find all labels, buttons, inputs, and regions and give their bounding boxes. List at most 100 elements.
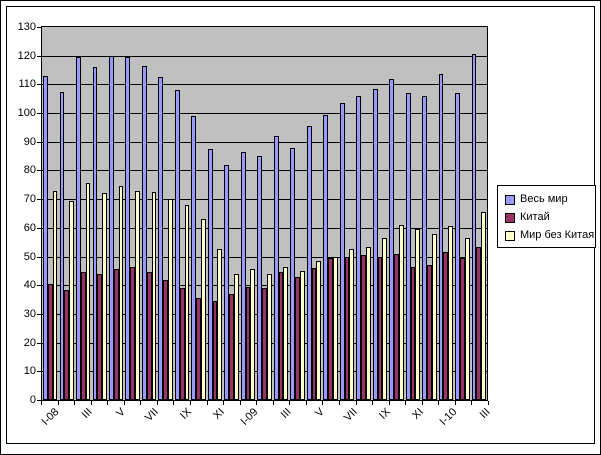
bar-Мир без Китая (184, 204, 190, 400)
y-axis-label: 60 (23, 221, 36, 234)
bar-Весь мир (108, 55, 114, 400)
bar-Китай (344, 256, 350, 400)
bar-group (190, 27, 206, 400)
bar-group (42, 27, 58, 400)
legend-swatch-icon (505, 212, 515, 223)
bar-Весь мир (174, 90, 180, 400)
bar-Мир без Китая (266, 273, 272, 400)
y-axis-tick (37, 227, 41, 229)
x-axis-tick (454, 401, 456, 405)
legend-item: Весь мир (505, 193, 591, 206)
bar-Китай (47, 283, 53, 400)
bar-Весь мир (59, 91, 65, 400)
bar-Китай (410, 266, 416, 400)
bar-Мир без Китая (233, 273, 239, 400)
x-axis-tick (90, 401, 92, 405)
bar-Китай (476, 246, 482, 400)
x-axis-tick (57, 401, 59, 405)
x-axis-tick (140, 401, 142, 405)
y-axis-label: 40 (23, 279, 36, 292)
x-axis-tick (488, 401, 489, 405)
gridline (42, 84, 487, 86)
x-axis-tick (322, 401, 324, 405)
legend: Весь мир Китай Мир без Китая (497, 185, 596, 248)
bar-group (108, 27, 124, 400)
bar-Весь мир (125, 57, 131, 400)
bar-Китай (245, 286, 251, 400)
bar-Весь мир (306, 126, 312, 400)
bar-group (405, 27, 421, 400)
bar-Китай (64, 289, 70, 400)
bar-Мир без Китая (481, 212, 487, 400)
bar-Китай (394, 253, 399, 400)
bar-Весь мир (240, 151, 246, 400)
bar-Весь мир (141, 65, 147, 400)
bar-group (124, 27, 140, 400)
y-axis-tick (37, 400, 41, 401)
plot-area (41, 26, 488, 401)
y-axis-tick (37, 141, 41, 143)
bar-Китай (328, 257, 333, 400)
bar-Весь мир (455, 93, 460, 400)
bar-Весь мир (422, 95, 427, 400)
gridline (42, 141, 487, 143)
bar-Китай (80, 272, 86, 400)
bar-Мир без Китая (299, 270, 305, 400)
x-axis-tick (123, 401, 125, 405)
y-axis-label: 130 (17, 21, 36, 33)
bar-Мир без Китая (135, 190, 140, 400)
y-axis-tick (37, 27, 41, 28)
bar-Мир без Китая (316, 260, 322, 400)
bar-group (174, 27, 190, 400)
bar-Весь мир (471, 54, 477, 400)
bar-Мир без Китая (382, 237, 388, 400)
bar-Китай (212, 301, 218, 400)
gridline (42, 285, 487, 287)
x-axis-tick (206, 401, 208, 405)
bar-Весь мир (356, 95, 362, 400)
bar-Мир без Китая (448, 226, 454, 400)
x-axis-tick (190, 401, 191, 405)
y-axis-label: 50 (23, 250, 36, 263)
bar-Китай (163, 279, 169, 400)
bar-group (75, 27, 91, 400)
bar-Мир без Китая (69, 200, 74, 400)
bar-Весь мир (405, 93, 411, 400)
bar-Весь мир (76, 57, 81, 400)
bar-Мир без Китая (349, 249, 355, 400)
bar-Мир без Китая (168, 199, 173, 400)
bar-Весь мир (372, 88, 378, 400)
bar-group (207, 27, 223, 400)
y-axis-tick (37, 199, 41, 201)
bar-group (438, 27, 454, 400)
bar-group (306, 27, 322, 400)
x-axis-tick (156, 401, 158, 405)
bar-Мир без Китая (201, 219, 206, 400)
bar-Китай (196, 298, 201, 400)
bar-Весь мир (290, 147, 296, 400)
bar-group (339, 27, 355, 400)
bar-group (240, 27, 256, 400)
bar-Китай (278, 272, 284, 400)
bar-Мир без Китая (365, 246, 371, 400)
y-axis-tick (37, 256, 41, 258)
x-axis-tick (305, 401, 307, 405)
bar-Китай (146, 272, 152, 400)
gridline (42, 227, 487, 229)
gridline (42, 170, 487, 172)
x-axis-tick (41, 401, 42, 405)
bar-Китай (229, 293, 234, 400)
bar-group (58, 27, 74, 400)
bar-Мир без Китая (250, 269, 256, 400)
x-axis-tick (372, 401, 374, 405)
bar-group (322, 27, 338, 400)
y-axis-tick (37, 84, 41, 86)
bar-Мир без Китая (398, 224, 404, 400)
bar-group (91, 27, 107, 400)
bar-group (471, 27, 487, 400)
x-axis-tick (355, 401, 357, 405)
bar-Весь мир (43, 75, 48, 400)
x-axis-tick (405, 401, 407, 405)
legend-item: Китай (505, 211, 591, 224)
y-axis-tick (37, 113, 41, 115)
